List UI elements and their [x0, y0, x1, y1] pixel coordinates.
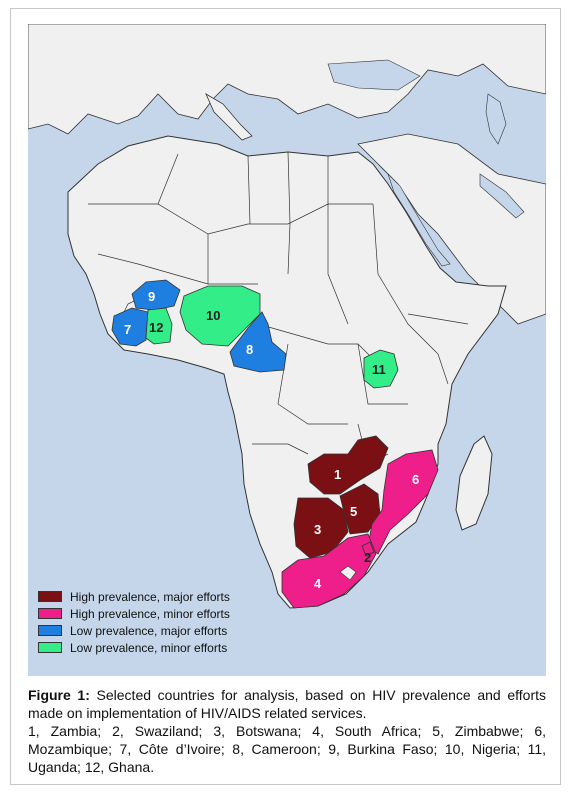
persian-gulf — [479, 173, 525, 219]
country-label-2: 2 — [364, 550, 371, 565]
country-2 — [361, 541, 375, 557]
europe-landmass — [28, 24, 546, 135]
legend-swatch-high-minor — [38, 608, 62, 619]
country-10 — [179, 285, 261, 347]
country-8 — [229, 311, 287, 373]
legend-swatch-low-minor — [38, 642, 62, 653]
legend-item: High prevalence, major efforts — [38, 588, 230, 605]
country-label-11: 11 — [372, 362, 386, 377]
legend-label: High prevalence, minor efforts — [70, 606, 230, 621]
caption-country-list: 1, Zambia; 2, Swaziland; 3, Botswana; 4,… — [28, 723, 546, 775]
legend-label: High prevalence, major efforts — [70, 589, 230, 604]
country-label-7: 7 — [124, 322, 131, 337]
red-sea — [387, 173, 451, 267]
madagascar-landmass — [455, 435, 493, 531]
country-label-9: 9 — [148, 289, 155, 304]
map-legend: High prevalence, major efforts High prev… — [38, 588, 230, 656]
italy-landmass — [205, 93, 253, 141]
figure-caption: Figure 1: Selected countries for analysi… — [28, 686, 546, 776]
caption-text: Selected countries for analysis, based o… — [28, 687, 547, 721]
country-4 — [281, 533, 377, 609]
caption-label: Figure 1: — [28, 687, 90, 703]
country-label-12: 12 — [149, 320, 163, 335]
legend-item: Low prevalence, minor efforts — [38, 639, 230, 656]
country-7 — [111, 307, 149, 347]
country-label-4: 4 — [314, 576, 322, 591]
country-label-1: 1 — [334, 467, 341, 482]
country-6 — [367, 449, 439, 555]
country-label-10: 10 — [206, 308, 220, 323]
legend-label: Low prevalence, minor efforts — [70, 640, 228, 655]
africa-map: 9 7 12 10 8 11 1 6 5 3 2 4 — [28, 24, 546, 676]
black-sea — [327, 59, 421, 91]
country-label-8: 8 — [246, 342, 253, 357]
legend-item: Low prevalence, major efforts — [38, 622, 230, 639]
country-label-6: 6 — [412, 472, 419, 487]
legend-swatch-high-major — [38, 591, 62, 602]
caspian-sea — [485, 93, 507, 145]
legend-item: High prevalence, minor efforts — [38, 605, 230, 622]
country-label-3: 3 — [314, 522, 321, 537]
legend-swatch-low-major — [38, 625, 62, 636]
country-label-5: 5 — [350, 504, 357, 519]
country-11 — [363, 349, 399, 389]
lesotho-enclave — [339, 565, 357, 581]
country-9 — [131, 279, 181, 311]
country-1 — [307, 435, 389, 495]
legend-label: Low prevalence, major efforts — [70, 623, 228, 638]
country-12 — [145, 307, 173, 345]
